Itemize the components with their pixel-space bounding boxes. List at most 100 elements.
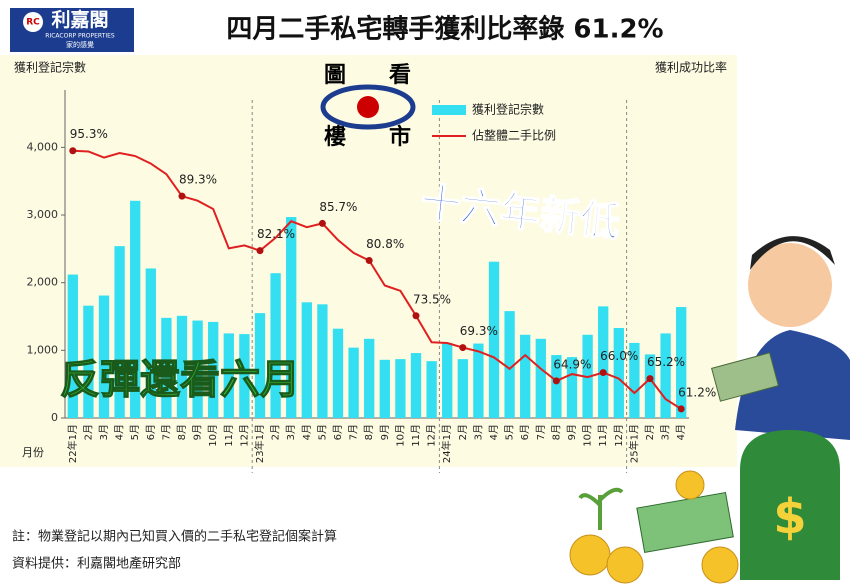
data-label: 64.9% [553, 357, 591, 371]
x-tick-label: 12月 [238, 424, 250, 447]
bar [644, 354, 656, 418]
bar [348, 347, 359, 418]
bar [598, 306, 609, 418]
bar [395, 359, 406, 418]
x-tick-label: 9月 [379, 424, 391, 440]
bar [145, 268, 156, 418]
y-tick-label: 0 [51, 411, 58, 424]
x-tick-label: 4月 [488, 424, 500, 440]
y-tick-label: 4,000 [27, 140, 59, 153]
data-label: 95.3% [70, 127, 108, 141]
y-tick-label: 2,000 [27, 276, 59, 289]
legend-label: 獲利登記宗數 [472, 102, 544, 117]
x-tick-label: 2月 [644, 424, 656, 440]
bar [208, 321, 219, 418]
bar [254, 313, 266, 418]
coin [675, 470, 705, 500]
x-tick-label: 11月 [597, 424, 609, 447]
x-tick-label: 12月 [426, 424, 438, 447]
bar [130, 200, 141, 418]
x-axis-label: 月份 [22, 446, 44, 459]
bar [364, 338, 375, 418]
annotation: 反彈還看六月 [60, 357, 300, 403]
line-marker [459, 344, 467, 352]
x-tick-label: 22年1月 [66, 424, 79, 463]
logo-emblem [23, 12, 43, 32]
bar [161, 317, 172, 418]
x-tick-label: 12月 [613, 424, 625, 447]
x-tick-label: 7月 [160, 424, 172, 440]
column-char: 樓 [324, 125, 346, 150]
bar [332, 328, 344, 418]
bar [239, 334, 250, 418]
x-tick-label: 2月 [270, 424, 282, 440]
x-tick-label: 10月 [207, 424, 219, 447]
y-axis-label: 獲利登記宗數 [14, 60, 86, 75]
dollar-sign: $ [773, 489, 806, 545]
x-tick-label: 3月 [472, 424, 484, 440]
legend-label: 佔整體二手比例 [472, 128, 556, 143]
line-marker [412, 312, 420, 320]
cash [711, 352, 779, 402]
x-tick-label: 4月 [114, 424, 126, 440]
column-char: 市 [389, 124, 411, 150]
logo-emblem-text: RC [26, 18, 40, 28]
illustration: $ [569, 236, 850, 584]
x-tick-label: 4月 [675, 424, 687, 440]
line-marker [365, 257, 373, 265]
bar [410, 353, 422, 418]
bar [535, 338, 546, 418]
bar [551, 355, 562, 418]
data-label: 69.3% [460, 324, 498, 338]
bar [520, 334, 531, 418]
data-label: 80.8% [366, 237, 404, 251]
x-tick-label: 11月 [410, 424, 422, 447]
y-tick-label: 3,000 [27, 208, 59, 221]
coin [701, 546, 739, 584]
data-label: 73.5% [413, 292, 451, 306]
x-tick-label: 5月 [504, 424, 516, 440]
x-tick-label: 8月 [363, 424, 375, 440]
bar [442, 342, 453, 418]
x-tick-label: 6月 [519, 424, 531, 440]
footnote: 註：物業登記以期內已知買入價的二手私宅登記個案計算 [12, 529, 337, 545]
line-marker [552, 377, 560, 385]
sprout [578, 487, 624, 530]
footnote: 資料提供：利嘉閣地產研究部 [12, 556, 181, 572]
line-marker [178, 192, 186, 200]
bar [426, 361, 437, 418]
data-label: 85.7% [319, 200, 357, 214]
bar [629, 342, 640, 418]
face [748, 243, 832, 327]
bar [473, 343, 484, 418]
bar [270, 273, 281, 418]
x-tick-label: 5月 [129, 424, 141, 440]
x-tick-label: 23年1月 [253, 424, 266, 463]
eye [320, 84, 416, 130]
column-char: 圖 [324, 63, 346, 88]
line [72, 149, 682, 410]
coin [606, 546, 644, 584]
x-tick-label: 24年1月 [440, 424, 453, 463]
x-tick-label: 6月 [332, 424, 344, 440]
x-tick-label: 3月 [98, 424, 110, 440]
x-tick-label: 4月 [301, 424, 313, 440]
logo-slogan: 家的感覺 [66, 40, 94, 49]
x-tick-label: 10月 [394, 424, 406, 447]
line-marker [677, 405, 685, 413]
x-tick-label: 9月 [566, 424, 578, 440]
x-tick-label: 7月 [348, 424, 360, 440]
x-tick-label: 3月 [660, 424, 672, 440]
x-tick-label: 3月 [285, 424, 297, 440]
coin [569, 534, 611, 576]
money-bag [740, 430, 840, 580]
bar [83, 305, 94, 418]
logo-name: 利嘉閣 [51, 9, 108, 31]
x-tick-label: 8月 [176, 424, 188, 440]
y2-axis-label: 獲利成功比率 [655, 60, 727, 75]
bar [176, 315, 188, 418]
cash [636, 491, 734, 554]
column-logo: 圖 看 樓 市 [320, 63, 416, 150]
column-char: 看 [389, 63, 411, 88]
